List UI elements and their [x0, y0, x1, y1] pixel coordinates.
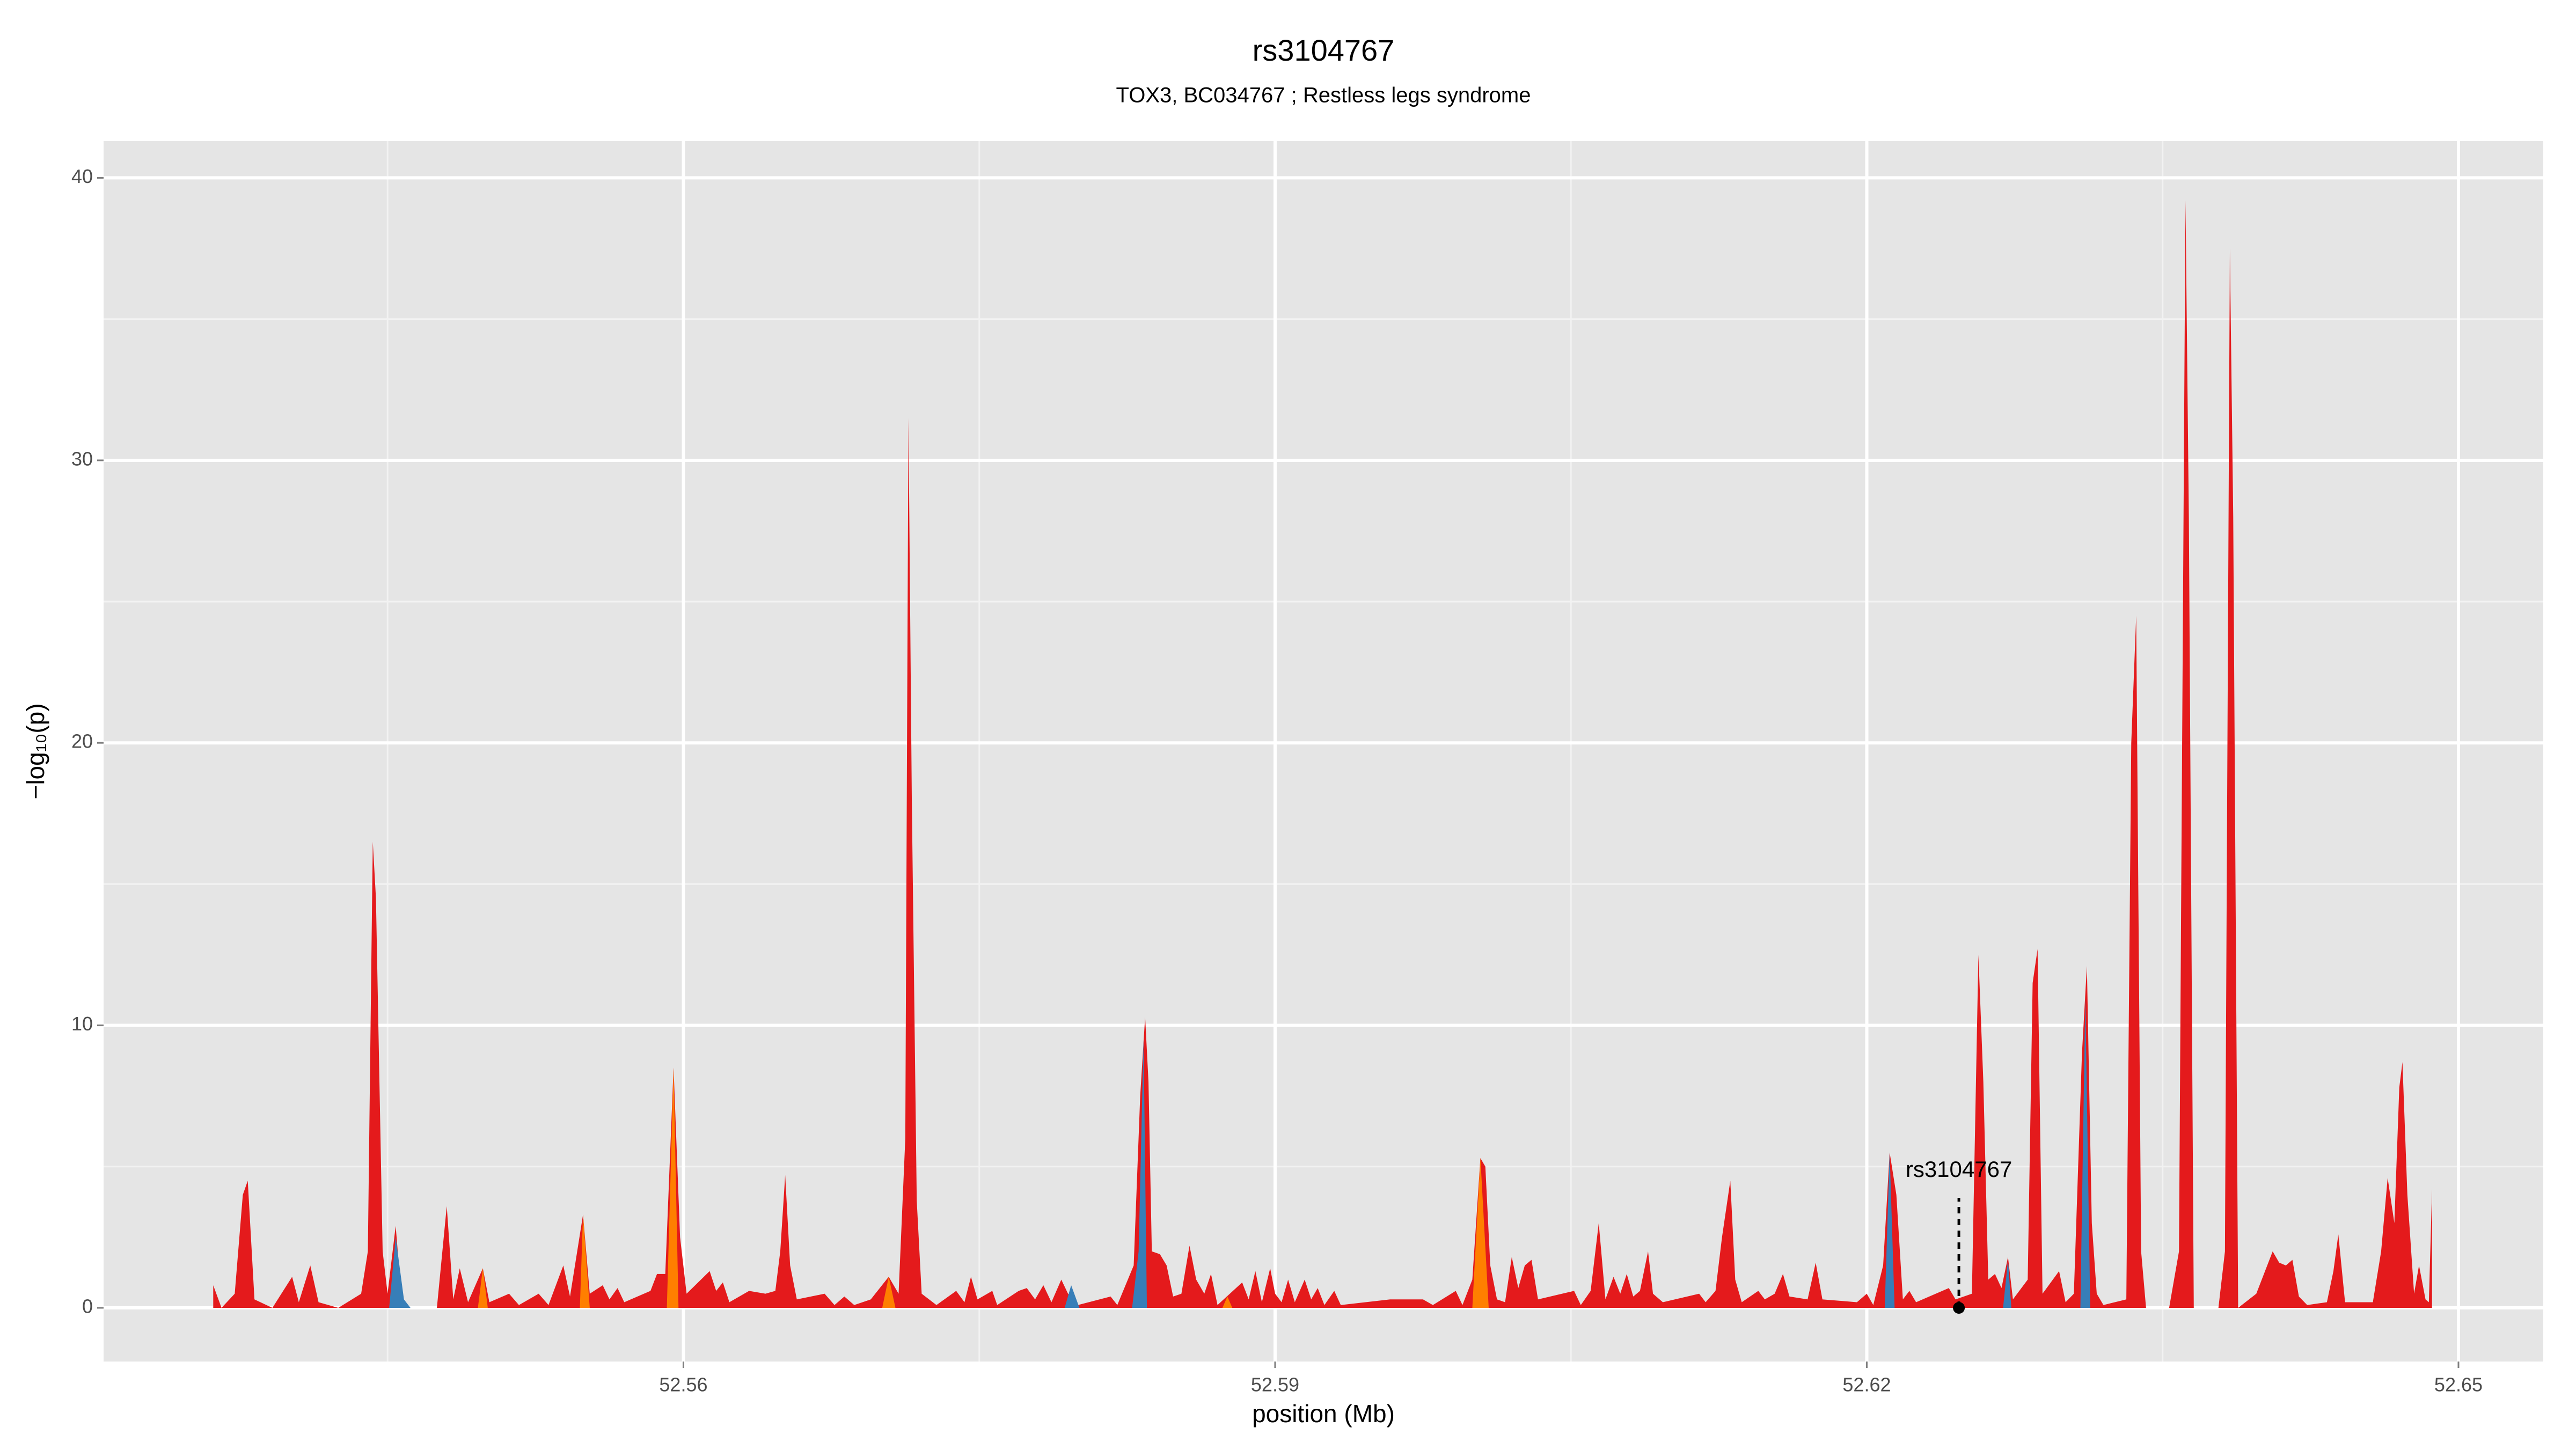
y-tick-label: 20 [71, 730, 93, 752]
x-axis-title: position (Mb) [1252, 1400, 1395, 1428]
chart-title: rs3104767 [1253, 33, 1395, 67]
x-tick-label: 52.62 [1842, 1374, 1891, 1396]
y-tick-label: 10 [71, 1013, 93, 1035]
panel [104, 141, 2543, 1362]
annotation-point [1953, 1301, 1965, 1314]
y-tick-label: 0 [82, 1296, 93, 1318]
chart-subtitle: TOX3, BC034767 ; Restless legs syndrome [1116, 84, 1531, 107]
y-tick-label: 30 [71, 448, 93, 470]
x-tick-label: 52.59 [1251, 1374, 1299, 1396]
x-tick-label: 52.56 [659, 1374, 707, 1396]
x-tick-label: 52.65 [2434, 1374, 2483, 1396]
annotation-label: rs3104767 [1906, 1157, 2012, 1182]
y-tick-label: 40 [71, 165, 93, 187]
y-axis-title: −log₁₀(p) [21, 703, 49, 799]
